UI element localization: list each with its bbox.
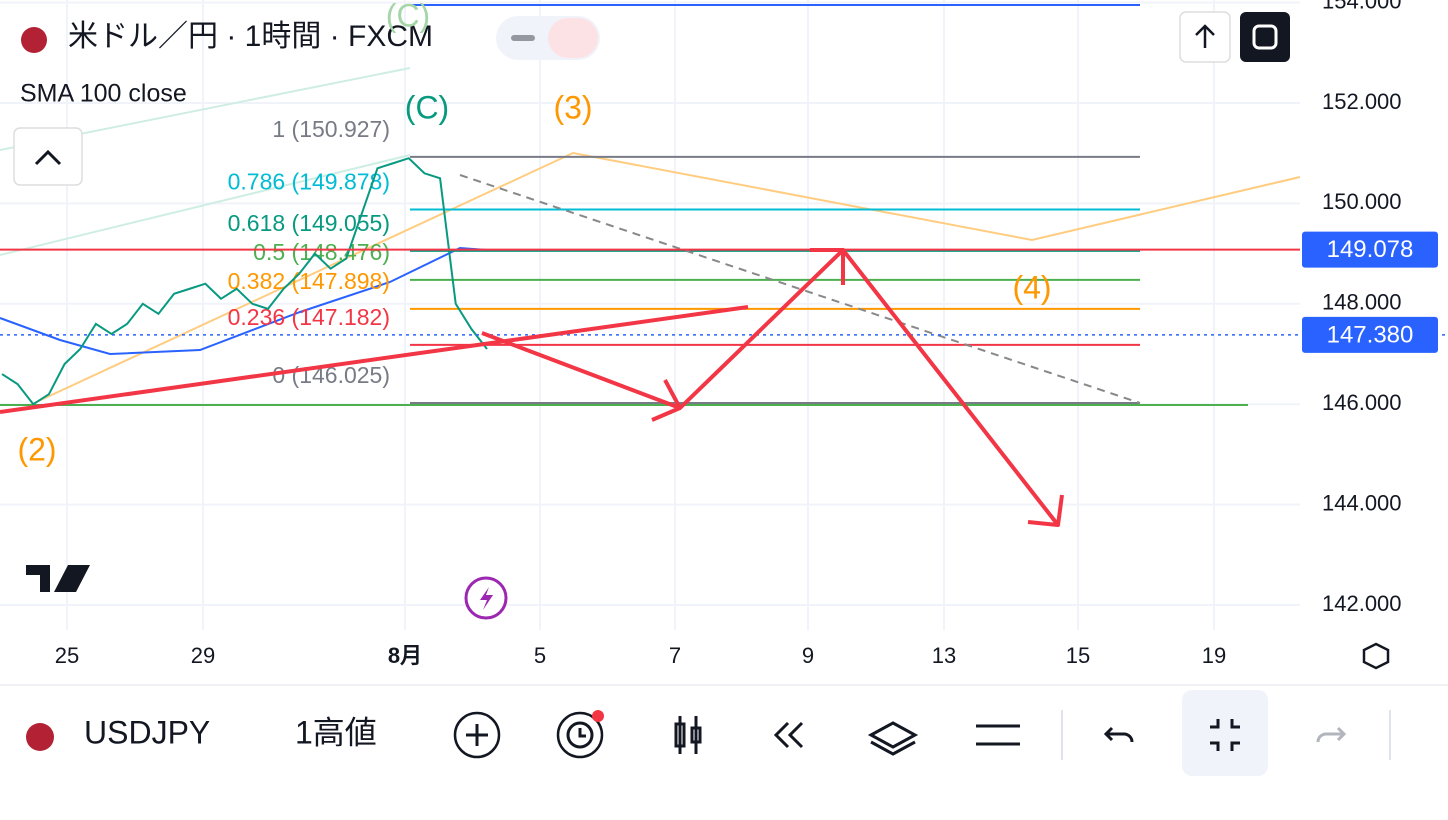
fullscreen-icon xyxy=(1252,24,1278,50)
date-label: 29 xyxy=(191,643,215,668)
price-tick-label: 148.000 xyxy=(1322,290,1402,315)
toolbar-icon[interactable] xyxy=(466,724,488,746)
trend-channel xyxy=(0,154,411,256)
up-icon xyxy=(1195,24,1215,48)
current_price-box xyxy=(1302,316,1438,353)
toolbar-icon[interactable] xyxy=(1210,719,1240,751)
fib-label: 1 (150.927) xyxy=(272,116,390,142)
date-label: 13 xyxy=(932,643,956,668)
date-label: 9 xyxy=(802,643,814,668)
date-label: 8月 xyxy=(388,643,422,668)
indicator-label: SMA 100 close xyxy=(20,80,187,108)
toolbar-icon[interactable] xyxy=(867,721,919,756)
wave-label: (3) xyxy=(553,89,592,125)
toolbar-icon[interactable] xyxy=(1103,726,1134,743)
date-label: 7 xyxy=(669,643,681,668)
collapse-icon xyxy=(34,149,62,166)
date-label: 5 xyxy=(534,643,546,668)
settings-icon xyxy=(1362,642,1390,670)
fib-label: 0.786 (149.878) xyxy=(228,169,390,195)
price-tick-label: 152.000 xyxy=(1322,89,1402,114)
toolbar-icon[interactable] xyxy=(976,724,1020,746)
arrow-head xyxy=(1027,494,1064,527)
marker-label: 149.078 xyxy=(1327,236,1414,263)
current_price-label: 147.380 xyxy=(1327,321,1414,348)
forecast-arrow xyxy=(678,248,1060,527)
toolbar-icon[interactable] xyxy=(1316,726,1347,743)
toolbar-icon[interactable] xyxy=(773,721,804,749)
grid-layer xyxy=(0,0,1300,630)
fib-label: 0.618 (149.055) xyxy=(228,210,390,236)
wave-label: (4) xyxy=(1012,269,1051,305)
toolbar-symbol[interactable]: USDJPY xyxy=(84,714,210,750)
toolbar-icon-ring xyxy=(453,711,501,759)
price-tick-label: 144.000 xyxy=(1322,490,1402,515)
toolbar-icon[interactable] xyxy=(566,721,594,749)
price-tick-label: 150.000 xyxy=(1322,189,1402,214)
fib-label: 0.236 (147.182) xyxy=(228,304,390,330)
lightning-icon xyxy=(480,587,493,610)
wave-line xyxy=(29,151,1301,406)
dashed-projection xyxy=(459,174,1141,404)
price-line xyxy=(1,157,488,406)
date-label: 25 xyxy=(55,643,79,668)
date-label: 15 xyxy=(1066,643,1090,668)
flag-icon xyxy=(21,27,47,53)
arrow-head xyxy=(810,248,845,285)
marker-box xyxy=(1302,231,1438,268)
collapse-button[interactable] xyxy=(13,127,83,186)
wave-label: (C) xyxy=(405,89,449,125)
fullscreen-button[interactable] xyxy=(1240,12,1290,62)
symbol-title: 米ドル／円 · 1時間 · FXCM xyxy=(68,20,433,53)
fib-label: 0.382 (147.898) xyxy=(228,268,390,294)
flag-icon xyxy=(26,723,54,751)
trend-line xyxy=(0,305,749,414)
toolbar-active xyxy=(1182,690,1268,776)
sma-100 xyxy=(0,246,488,356)
alert-dot xyxy=(592,710,604,722)
wave-label: (C) xyxy=(386,0,430,33)
price-tick-label: 154.000 xyxy=(1322,0,1402,13)
wave-label: (2) xyxy=(17,431,56,467)
forecast-arrow xyxy=(481,331,681,410)
price-tick-label: 146.000 xyxy=(1322,390,1402,415)
tv-logo xyxy=(26,565,90,592)
date-label: 19 xyxy=(1202,643,1226,668)
toolbar-icon[interactable] xyxy=(674,716,702,754)
toolbar-mode[interactable]: 1高値 xyxy=(295,714,377,750)
price-tick-label: 142.000 xyxy=(1322,591,1402,616)
toolbar-icon-ring xyxy=(556,711,604,759)
pill-active xyxy=(548,18,598,58)
